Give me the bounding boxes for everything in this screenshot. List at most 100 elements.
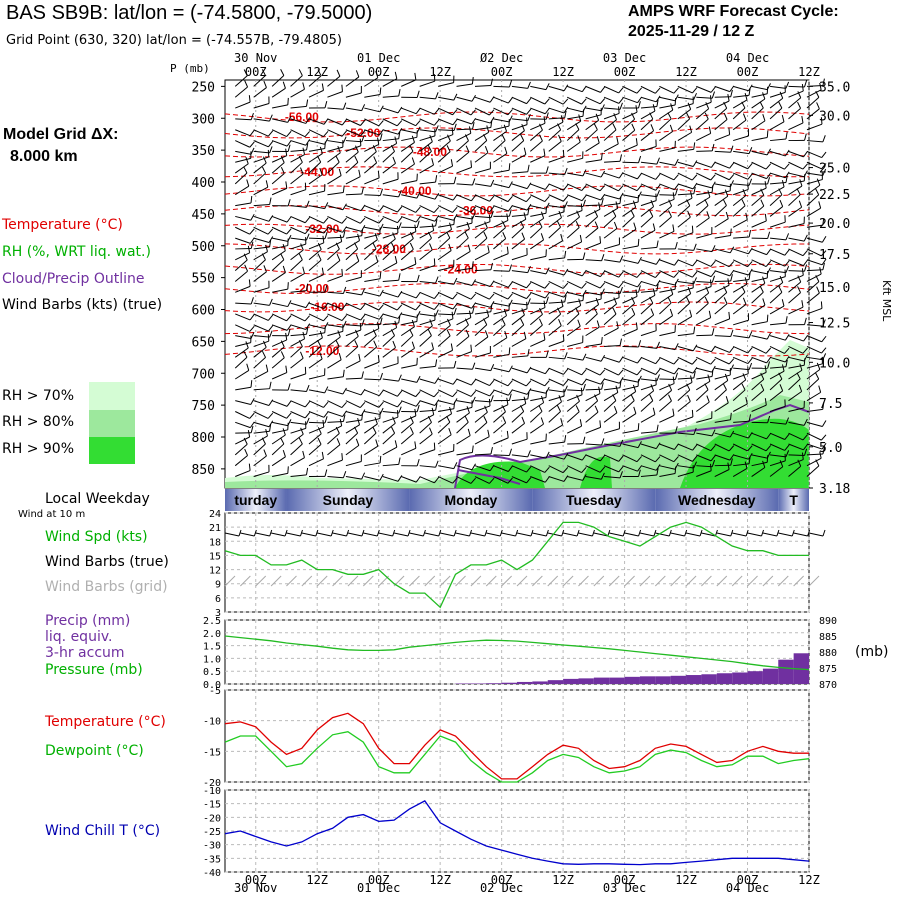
- wind-barb-flag: [765, 347, 772, 354]
- wind-barb-shaft: [769, 356, 786, 363]
- wind-barb: [401, 400, 421, 407]
- wind-barb-flag: [398, 273, 401, 281]
- wind-barb-shaft: [271, 372, 287, 380]
- wind-barb: [603, 183, 624, 192]
- precip-bar: [655, 676, 671, 684]
- wind-barb: [585, 320, 600, 337]
- wind-barb-shaft: [493, 454, 510, 456]
- wind-barb: [290, 417, 310, 425]
- wind-barb: [401, 205, 421, 213]
- wind-barb-shaft: [714, 195, 729, 206]
- top-hour-label: 12Z: [798, 65, 820, 79]
- wind-barb-shaft: [695, 292, 709, 304]
- wind-barb-shaft: [677, 108, 691, 120]
- wind-barb-flag: [619, 380, 622, 388]
- wind-barb-shaft: [271, 75, 285, 87]
- wind-barb: [548, 134, 562, 152]
- wind-barb-flag: [501, 318, 506, 325]
- wind-barb-shaft: [751, 98, 766, 109]
- wind-barb-flag: [268, 141, 274, 148]
- wind-barb: [695, 199, 709, 217]
- wind-barb: [640, 308, 655, 326]
- wind-barb: [677, 356, 698, 365]
- wind-barb-flag: [564, 385, 568, 393]
- wind-barb-shaft: [474, 221, 491, 228]
- wind-barb-shaft: [603, 194, 620, 200]
- wind-barb-shaft: [327, 205, 344, 211]
- wind-barb-flag: [616, 321, 619, 329]
- wind-barb-shaft: [235, 285, 251, 293]
- wind-barb: [659, 356, 679, 365]
- rh-swatch: [89, 382, 135, 410]
- wind-barb-shaft: [456, 237, 469, 250]
- wind-barb-flag: [504, 146, 508, 154]
- wind-barb-shaft: [401, 136, 417, 142]
- wind-barb-flag: [667, 112, 672, 120]
- wind-barb: [437, 428, 452, 445]
- wind-barb-flag: [544, 98, 550, 105]
- wind-barb: [788, 300, 804, 315]
- wind-barb-shaft: [806, 172, 823, 177]
- wind-barb: [401, 107, 421, 115]
- wind-barb-shaft: [640, 390, 654, 402]
- wind-barb: [788, 286, 802, 304]
- wind-barb: [511, 182, 532, 190]
- wind-barb-shaft: [585, 367, 601, 376]
- wind-barb-shaft: [788, 259, 804, 267]
- wind-barb-shaft: [603, 172, 620, 179]
- wind-barb-flag: [599, 420, 602, 428]
- wind-barb-shaft: [548, 257, 565, 261]
- wind-barb-shaft: [345, 444, 360, 456]
- wind-barb-true-flag: [484, 529, 488, 537]
- wind-barb-shaft: [511, 403, 527, 412]
- wind-barb-shaft: [345, 432, 358, 445]
- wind-barb-shaft: [253, 287, 270, 293]
- wind-barb-shaft: [640, 302, 654, 315]
- wind-barb: [806, 286, 820, 304]
- temp-tick-label: -20: [203, 778, 221, 789]
- wind-barb-flag: [742, 297, 747, 305]
- wind-barb-flag: [637, 96, 643, 103]
- wind-barb-shaft: [401, 476, 417, 483]
- pressure-right-tick-label: 890: [819, 616, 837, 627]
- wind-barb: [493, 448, 513, 456]
- wind-barb-flag: [243, 166, 248, 174]
- wind-barb: [751, 346, 772, 354]
- wind-barb: [640, 442, 661, 450]
- wind-barb-shaft: [530, 217, 544, 228]
- wind-barb-true-flag: [238, 529, 242, 537]
- wind-barb: [437, 476, 458, 484]
- wind-barb: [733, 88, 751, 98]
- wind-barb: [493, 194, 513, 203]
- wind-barb-shaft: [769, 346, 785, 354]
- wind-barb-shaft: [770, 237, 787, 241]
- wind-barb: [714, 368, 731, 380]
- wind-barb-shaft: [327, 411, 343, 418]
- wind-barb: [382, 172, 399, 185]
- wind-barb: [751, 460, 766, 477]
- wind-barb-shaft: [253, 471, 270, 478]
- wind-barb-true: [593, 532, 608, 537]
- wind-barb: [567, 169, 587, 177]
- wind-barb-shaft: [659, 345, 676, 351]
- wind-barb-shaft: [382, 416, 399, 423]
- wind-barb: [751, 92, 766, 109]
- wind-barb: [733, 230, 752, 239]
- wind-barb-flag: [250, 331, 255, 339]
- wind-barb-shaft: [474, 168, 491, 174]
- wind-barb-shaft: [585, 343, 602, 347]
- wind-barb-flag: [600, 472, 605, 480]
- top-date-label: 30 Nov: [234, 51, 277, 65]
- wind-barb-flag: [538, 220, 543, 228]
- wind-barb: [493, 308, 508, 326]
- wind-barb-flag: [599, 466, 606, 473]
- wind-barb-shaft: [733, 135, 749, 142]
- wind-barb: [566, 367, 587, 376]
- wind-barb-shaft: [585, 270, 601, 278]
- bottom-date-label: 01 Dec: [357, 881, 400, 895]
- wind-barb: [235, 147, 255, 155]
- wind-barb-flag: [656, 341, 660, 349]
- wind-barb-flag: [452, 118, 458, 126]
- wind-barb-flag: [261, 437, 266, 445]
- wind-barb: [548, 149, 565, 163]
